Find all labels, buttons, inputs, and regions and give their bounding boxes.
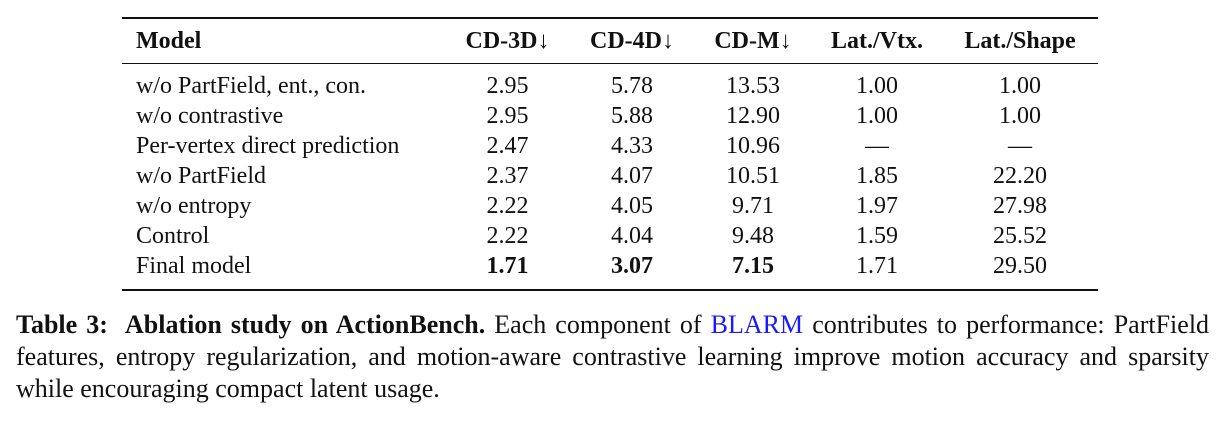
table-row: Control 2.22 4.04 9.48 1.59 25.52 xyxy=(122,221,1098,251)
table-cell: 2.47 xyxy=(486,133,529,159)
table-cell: 1.00 xyxy=(999,103,1041,129)
table-cell: 4.04 xyxy=(611,223,653,249)
caption: Table 3: Ablation study on ActionBench. … xyxy=(16,309,1209,405)
table-cell: 27.98 xyxy=(993,193,1047,219)
header-row: Model CD-3D↓ CD-4D↓ CD-M↓ Lat./Vtx. Lat./Shap… xyxy=(122,18,1098,64)
row-label: w/o PartField, ent., con. xyxy=(136,73,366,99)
row-label: Control xyxy=(136,223,210,249)
row-label: w/o contrastive xyxy=(136,103,284,129)
header-cell: Lat./Vtx. xyxy=(831,27,923,54)
row-label: Per-vertex direct prediction xyxy=(136,133,400,159)
table-cell: 5.78 xyxy=(611,73,653,99)
table-cell: 12.90 xyxy=(726,103,780,129)
table-cell: 2.22 xyxy=(486,193,529,219)
table-cell: 2.37 xyxy=(486,163,529,189)
table-cell: 5.88 xyxy=(611,103,653,129)
header-cell: CD-4D↓ xyxy=(590,27,674,54)
caption-text: contributes to performance: PartField fe… xyxy=(16,310,1210,403)
table-cell: 4.05 xyxy=(611,193,653,219)
caption-text: Each component of xyxy=(494,310,702,339)
table-row: w/o contrastive 2.95 5.88 12.90 1.00 1.00 xyxy=(122,101,1098,131)
table-cell: — xyxy=(865,133,889,159)
table-cell: 1.59 xyxy=(856,223,898,249)
caption-link[interactable]: BLARM xyxy=(710,310,804,339)
caption-label: Table 3: xyxy=(16,310,108,339)
table-cell: 22.20 xyxy=(993,163,1047,189)
table-cell: 3.07 xyxy=(611,253,653,279)
table-cell: 2.22 xyxy=(486,223,529,249)
results-table: Model CD-3D↓ CD-4D↓ CD-M↓ Lat./Vtx. Lat./Shap… xyxy=(122,17,1098,291)
table-cell: 1.85 xyxy=(856,163,898,189)
table-row: Per-vertex direct prediction 2.47 4.33 10.9… xyxy=(122,131,1098,161)
table-cell: 10.96 xyxy=(726,133,780,159)
table-row: w/o PartField 2.37 4.07 10.51 1.85 22.20 xyxy=(122,161,1098,191)
table-cell: — xyxy=(1008,133,1032,159)
header-cell: Lat./Shape xyxy=(964,27,1076,54)
table-cell: 4.07 xyxy=(611,163,653,189)
row-label: w/o entropy xyxy=(136,193,252,219)
table-cell: 1.71 xyxy=(856,253,898,279)
table-cell: 9.71 xyxy=(732,193,774,219)
table-cell: 4.33 xyxy=(611,133,653,159)
table-cell: 29.50 xyxy=(993,253,1047,279)
table-cell: 10.51 xyxy=(726,163,780,189)
table-row: w/o entropy 2.22 4.05 9.71 1.97 27.98 xyxy=(122,191,1098,221)
table-cell: 1.00 xyxy=(999,73,1041,99)
table-row: Final model 1.71 3.07 7.15 1.71 29.50 xyxy=(122,251,1098,290)
table-cell: 9.48 xyxy=(732,223,774,249)
table-cell: 25.52 xyxy=(993,223,1047,249)
table-cell: 13.53 xyxy=(726,73,780,99)
caption-title: Ablation study on ActionBench. xyxy=(124,310,486,339)
table-cell: 1.00 xyxy=(856,73,898,99)
table-cell: 1.71 xyxy=(486,253,529,279)
table-cell: 2.95 xyxy=(486,103,529,129)
table-cell: 1.00 xyxy=(856,103,898,129)
row-label: w/o PartField xyxy=(136,163,266,189)
table-cell: 2.95 xyxy=(486,73,529,99)
table-body: w/o PartField, ent., con. 2.95 5.78 13.53 1.… xyxy=(122,64,1098,290)
header-cell: CD-M↓ xyxy=(714,27,792,54)
table-row: w/o PartField, ent., con. 2.95 5.78 13.53 1.… xyxy=(122,64,1098,102)
header-cell: CD-3D↓ xyxy=(465,27,550,54)
header-cell: Model xyxy=(136,27,202,54)
table-cell: 7.15 xyxy=(732,253,774,279)
row-label: Final model xyxy=(136,253,252,279)
table-cell: 1.97 xyxy=(856,193,898,219)
